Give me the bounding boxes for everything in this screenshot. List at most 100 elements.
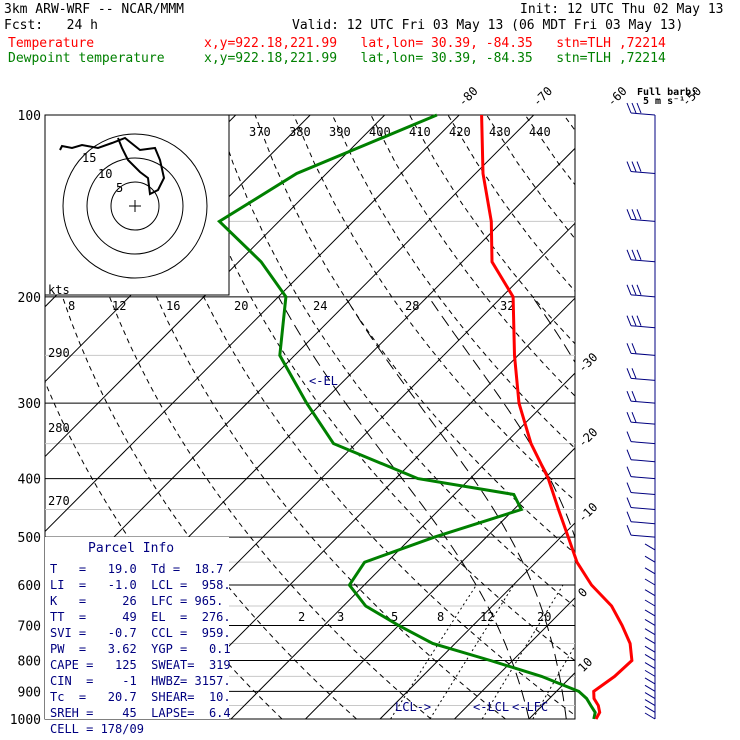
barb-flag — [626, 511, 632, 522]
hodograph-ring-label: 10 — [98, 167, 112, 181]
wind-barb — [626, 466, 656, 480]
isotherm-label: -60 — [604, 84, 629, 109]
barb-flag — [626, 284, 632, 296]
mixing-ratio-line — [532, 644, 575, 719]
pressure-label: 700 — [18, 619, 41, 634]
barb-staff — [630, 112, 656, 116]
pressure-label: 500 — [18, 531, 41, 546]
hodograph-trace — [59, 136, 166, 196]
mixing-ratio-label: 8 — [437, 610, 444, 624]
barb-flag — [626, 466, 632, 477]
wind-barb — [644, 628, 656, 636]
barb-staff — [644, 684, 656, 692]
mixing-ratio-label: 8 — [68, 299, 75, 313]
theta-label: 420 — [449, 125, 471, 139]
lcl2-annotation: <-LCL — [473, 700, 509, 714]
wind-barb — [626, 161, 656, 175]
mixing-ratio-label: 12 — [480, 610, 494, 624]
temperature-legend-label: Temperature — [8, 36, 95, 51]
forecast-hour: Fcst: 24 h — [4, 18, 98, 33]
barb-flag — [636, 209, 642, 220]
barb-legend-units: 5 m s⁻¹ — [643, 96, 685, 107]
isotherm-line — [45, 115, 535, 608]
barb-staff — [644, 578, 656, 586]
lfc-annotation: <-LFC — [512, 700, 548, 714]
mixing-ratio-line — [639, 585, 711, 719]
isotherm-label: -80 — [455, 84, 480, 109]
pressure-labels: 100 200 300 400 500 600 700 800 900 1000 — [10, 109, 41, 728]
isotherm-line — [379, 522, 575, 719]
theta-label: 440 — [529, 125, 551, 139]
mixing-ratio-label: 16 — [166, 299, 180, 313]
wind-barb — [644, 645, 656, 653]
parcel-info-background — [45, 537, 229, 719]
wind-barb — [644, 567, 656, 575]
dry-adiabat-line — [718, 115, 740, 719]
moist-adiabat-line — [344, 296, 567, 719]
dry-adiabat-line — [563, 115, 575, 132]
barb-flag — [636, 284, 642, 296]
barb-staff — [644, 637, 656, 644]
barb-staff — [644, 669, 656, 677]
mixing-ratio-label: 5 — [391, 610, 398, 624]
barb-flag — [631, 315, 637, 326]
barb-flag — [626, 209, 632, 220]
pressure-label: 400 — [18, 473, 41, 488]
barb-flag — [626, 411, 632, 423]
hodograph: 5 10 15 kts — [44, 114, 230, 297]
parcel-info-row: TT = 49 EL = 276. — [50, 610, 231, 624]
pressure-label: 300 — [18, 397, 41, 412]
wind-barb — [626, 511, 656, 525]
parcel-info-panel: Parcel Info T = 19.0 Td = 18.7 LI = -1.0 … — [45, 537, 231, 736]
barb-staff — [630, 507, 656, 511]
wind-barb — [644, 589, 656, 597]
barb-staff — [630, 421, 656, 425]
barb-legend-title: Full barb: — [637, 87, 697, 98]
wind-barb — [626, 390, 656, 404]
dry-adiabat-line — [293, 115, 575, 502]
barb-flag — [636, 315, 642, 326]
wind-barb — [644, 712, 656, 720]
wind-barb — [644, 677, 656, 685]
wind-barb — [644, 555, 656, 563]
barb-flag — [626, 343, 632, 354]
isotherm-line — [305, 447, 575, 719]
mixing-ratio-label: 20 — [537, 610, 551, 624]
parcel-info-row: Tc = 20.7 SHEAR= 10. — [50, 690, 231, 704]
barb-staff — [644, 645, 656, 653]
mixing-ratio-line — [429, 584, 515, 719]
dry-adiabat-line — [641, 115, 740, 719]
wind-barb — [644, 669, 656, 677]
barb-flag — [636, 161, 642, 172]
barb-staff — [630, 218, 656, 222]
mixing-ratio-label: 3 — [337, 610, 344, 624]
barb-flag — [631, 249, 637, 260]
pressure-label: 900 — [18, 685, 41, 700]
isotherm-line — [45, 115, 460, 533]
isotherm-line — [528, 672, 575, 719]
wind-barb — [644, 654, 656, 661]
wind-barb — [644, 637, 656, 644]
wind-barb — [626, 431, 656, 445]
moist-adiabat-line — [277, 296, 530, 719]
valid-time: Valid: 12 UTC Fri 03 May 13 (06 MDT Fri … — [292, 18, 684, 33]
barb-staff — [630, 325, 656, 329]
barb-flag — [631, 209, 637, 220]
hodograph-units: kts — [48, 283, 70, 297]
wind-barb — [626, 449, 656, 463]
model-title: 3km ARW-WRF -- NCAR/MMM — [4, 2, 185, 17]
isotherm-line — [454, 597, 575, 719]
isotherm-line — [678, 115, 740, 719]
mixing-ratio-label: 2 — [298, 610, 305, 624]
wind-barb — [626, 343, 656, 356]
barb-staff — [630, 476, 656, 480]
theta-label: 410 — [409, 125, 431, 139]
barb-staff — [644, 692, 656, 699]
parcel-info-row: SREH = 45 LAPSE= 6.4 — [50, 706, 231, 720]
dewpoint-trace — [216, 113, 597, 720]
isotherm-line — [230, 372, 575, 719]
dry-adiabat-line — [254, 115, 575, 555]
pressure-label: 800 — [18, 654, 41, 669]
wind-barb — [644, 684, 656, 692]
barb-flag — [626, 524, 632, 536]
